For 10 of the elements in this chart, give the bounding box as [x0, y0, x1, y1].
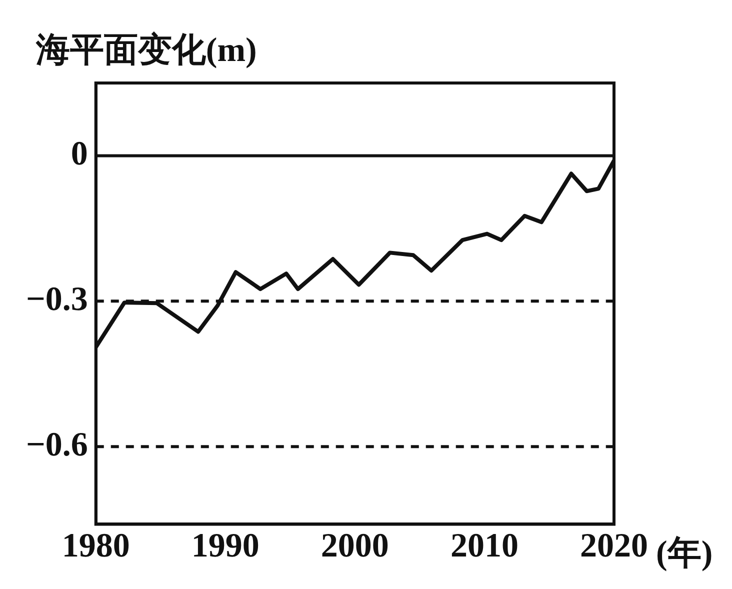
x-tick-label: 1980 — [62, 527, 130, 564]
y-tick-label: −0.3 — [26, 280, 88, 318]
y-tick-label: 0 — [70, 136, 88, 173]
x-tick-label: 2020 — [580, 527, 648, 564]
y-axis-title: 海平面变化(m) — [34, 30, 257, 69]
x-tick-label: 2000 — [320, 527, 389, 564]
x-tick-label: 2010 — [450, 527, 518, 564]
x-axis-title: (年) — [656, 534, 713, 572]
y-tick-label: −0.6 — [26, 426, 88, 464]
x-tick-label: 1990 — [191, 527, 260, 564]
